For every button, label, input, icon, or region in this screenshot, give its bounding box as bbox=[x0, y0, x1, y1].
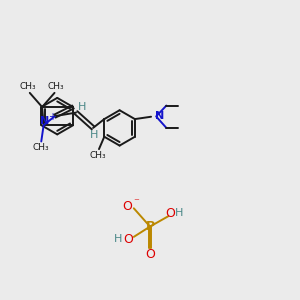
Text: O: O bbox=[165, 207, 175, 220]
Text: CH₃: CH₃ bbox=[20, 82, 37, 91]
Text: H: H bbox=[78, 102, 86, 112]
Text: ⁻: ⁻ bbox=[133, 197, 139, 207]
Text: O: O bbox=[124, 233, 134, 246]
Text: CH₃: CH₃ bbox=[89, 151, 106, 160]
Text: P: P bbox=[146, 220, 154, 233]
Text: H: H bbox=[90, 130, 99, 140]
Text: CH₃: CH₃ bbox=[33, 143, 50, 152]
Text: O: O bbox=[122, 200, 132, 213]
Text: CH₃: CH₃ bbox=[48, 82, 64, 91]
Text: N: N bbox=[40, 116, 49, 126]
Text: H: H bbox=[175, 208, 184, 218]
Text: H: H bbox=[114, 234, 123, 244]
Text: O: O bbox=[145, 248, 155, 261]
Text: N: N bbox=[154, 111, 164, 121]
Text: +: + bbox=[48, 112, 56, 122]
